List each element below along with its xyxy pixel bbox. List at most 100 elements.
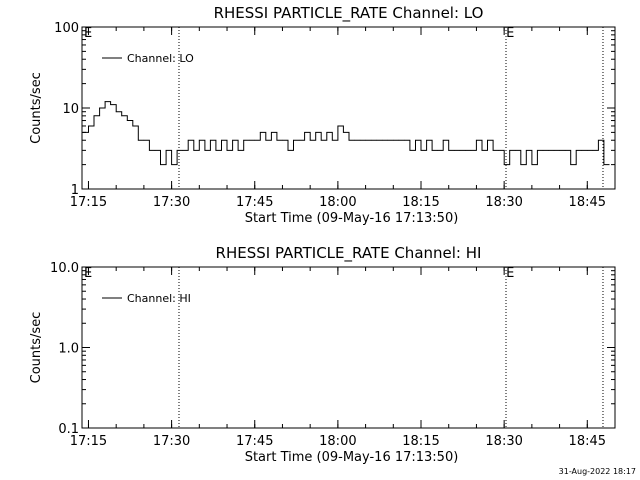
data-point: [309, 139, 311, 141]
data-point: [176, 149, 178, 151]
chart-title: RHESSI PARTICLE_RATE Channel: LO: [214, 4, 484, 23]
data-point: [171, 164, 173, 166]
data-point: [553, 149, 555, 151]
data-point: [509, 149, 511, 151]
data-point: [359, 139, 361, 141]
data-point: [160, 164, 161, 166]
chart-title: RHESSI PARTICLE_RATE Channel: HI: [216, 244, 482, 263]
data-point: [226, 149, 228, 151]
data-point: [492, 149, 494, 151]
data-point: [592, 149, 594, 151]
x-tick-label: 17:30: [153, 195, 190, 210]
chart-panel-1: RHESSI PARTICLE_RATE Channel: LOEE17:151…: [29, 4, 616, 226]
data-point: [365, 139, 366, 141]
data-point: [298, 139, 300, 141]
data-point: [132, 125, 134, 127]
x-tick-label: 17:15: [70, 434, 107, 449]
series-line: [82, 101, 610, 166]
data-point: [320, 139, 322, 141]
data-point: [204, 149, 206, 151]
data-point: [448, 149, 450, 151]
data-point: [337, 125, 339, 127]
x-tick-label: 18:00: [319, 195, 356, 210]
data-point: [398, 139, 400, 141]
x-axis-label: Start Time (09-May-16 17:13:50): [245, 211, 459, 226]
data-point: [248, 139, 250, 141]
data-point: [403, 139, 405, 141]
data-point: [498, 149, 500, 151]
y-tick-label: 10: [62, 102, 79, 117]
chart-panel-2: RHESSI PARTICLE_RATE Channel: HIEE17:151…: [29, 244, 616, 465]
data-point: [437, 149, 439, 151]
data-point: [182, 149, 184, 151]
data-point: [476, 139, 477, 141]
data-point: [326, 131, 328, 133]
legend-entry: Channel: HI: [127, 292, 191, 305]
data-point: [104, 101, 106, 102]
data-point: [503, 164, 505, 166]
y-tick-label: 100: [54, 21, 79, 36]
x-tick-label: 17:45: [236, 195, 273, 210]
data-point: [531, 164, 533, 166]
data-point: [115, 111, 117, 113]
data-point: [331, 139, 333, 141]
data-point: [126, 120, 128, 121]
y-axis-label: Counts/sec: [29, 312, 44, 384]
data-point: [276, 139, 278, 141]
data-point: [603, 164, 605, 166]
data-point: [487, 139, 488, 141]
data-point: [254, 139, 256, 141]
data-point: [110, 104, 112, 106]
y-tick-label: 0.1: [58, 422, 79, 437]
data-point: [481, 149, 483, 151]
x-tick-label: 18:45: [569, 195, 606, 210]
data-point: [259, 131, 261, 133]
legend-entry: Channel: LO: [127, 52, 194, 65]
data-point: [442, 139, 444, 141]
data-point: [270, 131, 272, 133]
data-point: [304, 131, 306, 133]
y-tick-label: 1.0: [58, 342, 79, 357]
data-point: [409, 149, 411, 151]
y-tick-label: 1: [71, 183, 79, 198]
data-point: [431, 149, 433, 151]
data-point: [348, 139, 350, 141]
data-point: [559, 149, 560, 151]
data-point: [420, 149, 422, 151]
x-tick-label: 18:30: [485, 434, 522, 449]
data-point: [376, 139, 378, 141]
x-tick-label: 18:00: [319, 434, 356, 449]
x-axis-label: Start Time (09-May-16 17:13:50): [245, 450, 459, 465]
event-label: E: [506, 266, 514, 281]
x-tick-label: 17:30: [153, 434, 190, 449]
data-point: [464, 149, 466, 151]
x-tick-label: 17:45: [236, 434, 273, 449]
data-point: [243, 139, 245, 141]
data-point: [143, 139, 145, 141]
x-tick-label: 18:15: [402, 434, 439, 449]
data-point: [514, 149, 516, 151]
y-axis-label: Counts/sec: [29, 72, 44, 144]
data-point: [387, 139, 389, 141]
y-tick-label: 10.0: [50, 261, 79, 276]
x-tick-label: 17:15: [70, 195, 107, 210]
data-point: [354, 139, 355, 141]
data-point: [165, 149, 167, 151]
data-point: [193, 149, 195, 151]
data-point: [82, 131, 84, 133]
data-point: [570, 164, 572, 166]
data-point: [581, 149, 583, 151]
data-point: [392, 139, 394, 141]
data-point: [237, 149, 239, 151]
data-point: [542, 149, 544, 151]
data-point: [426, 139, 427, 141]
data-point: [415, 139, 416, 141]
data-point: [564, 149, 566, 151]
data-point: [575, 149, 577, 151]
data-point: [121, 115, 123, 117]
data-point: [370, 139, 372, 141]
data-point: [586, 149, 588, 151]
data-point: [215, 149, 217, 151]
data-point: [459, 149, 461, 151]
